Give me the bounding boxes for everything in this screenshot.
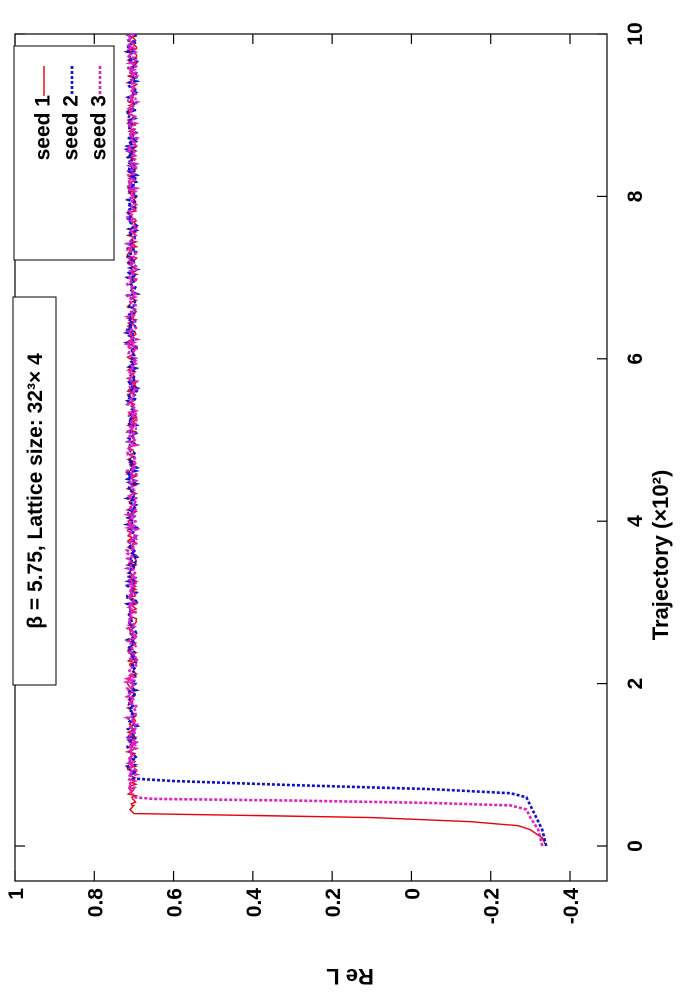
y-axis-label: Re L	[326, 964, 374, 989]
annotation-frame	[12, 296, 57, 686]
y-tick-label: 0.8	[84, 888, 107, 918]
series-layer	[122, 32, 548, 847]
x-tick-label: 6	[624, 353, 647, 365]
x-tick-label: 0	[624, 840, 647, 852]
y-axis-ticks: -0.4 -0.2 0 0.2 0.4 0.6 0.8 1	[5, 34, 583, 924]
legend-frame	[13, 45, 115, 261]
y-tick-label: 0	[401, 888, 424, 900]
x-tick-label: 8	[624, 190, 647, 202]
series-line-1	[124, 33, 547, 847]
annotation-text: β = 5.75, Lattice size: 32³× 4	[24, 353, 47, 629]
y-tick-label: -0.2	[481, 888, 504, 924]
legend-label: seed 2	[60, 95, 83, 160]
x-tick-label: 10	[624, 22, 647, 45]
x-tick-label: 4	[624, 515, 647, 527]
legend: seed 1 seed 2 seed 3	[13, 45, 115, 261]
x-tick-label: 2	[624, 678, 647, 690]
x-axis-label: Trajectory (×10²)	[648, 470, 673, 641]
series-line-2	[122, 33, 548, 847]
legend-label: seed 1	[32, 95, 55, 161]
legend-label: seed 3	[88, 95, 111, 160]
y-tick-label: 0.2	[322, 888, 345, 917]
series-line-3	[122, 32, 544, 847]
y-tick-label: 0.6	[164, 888, 187, 917]
y-tick-label: 1	[5, 888, 28, 900]
y-tick-label: 0.4	[243, 888, 266, 918]
annotation-box: β = 5.75, Lattice size: 32³× 4	[12, 296, 57, 686]
y-tick-label: -0.4	[560, 888, 583, 925]
